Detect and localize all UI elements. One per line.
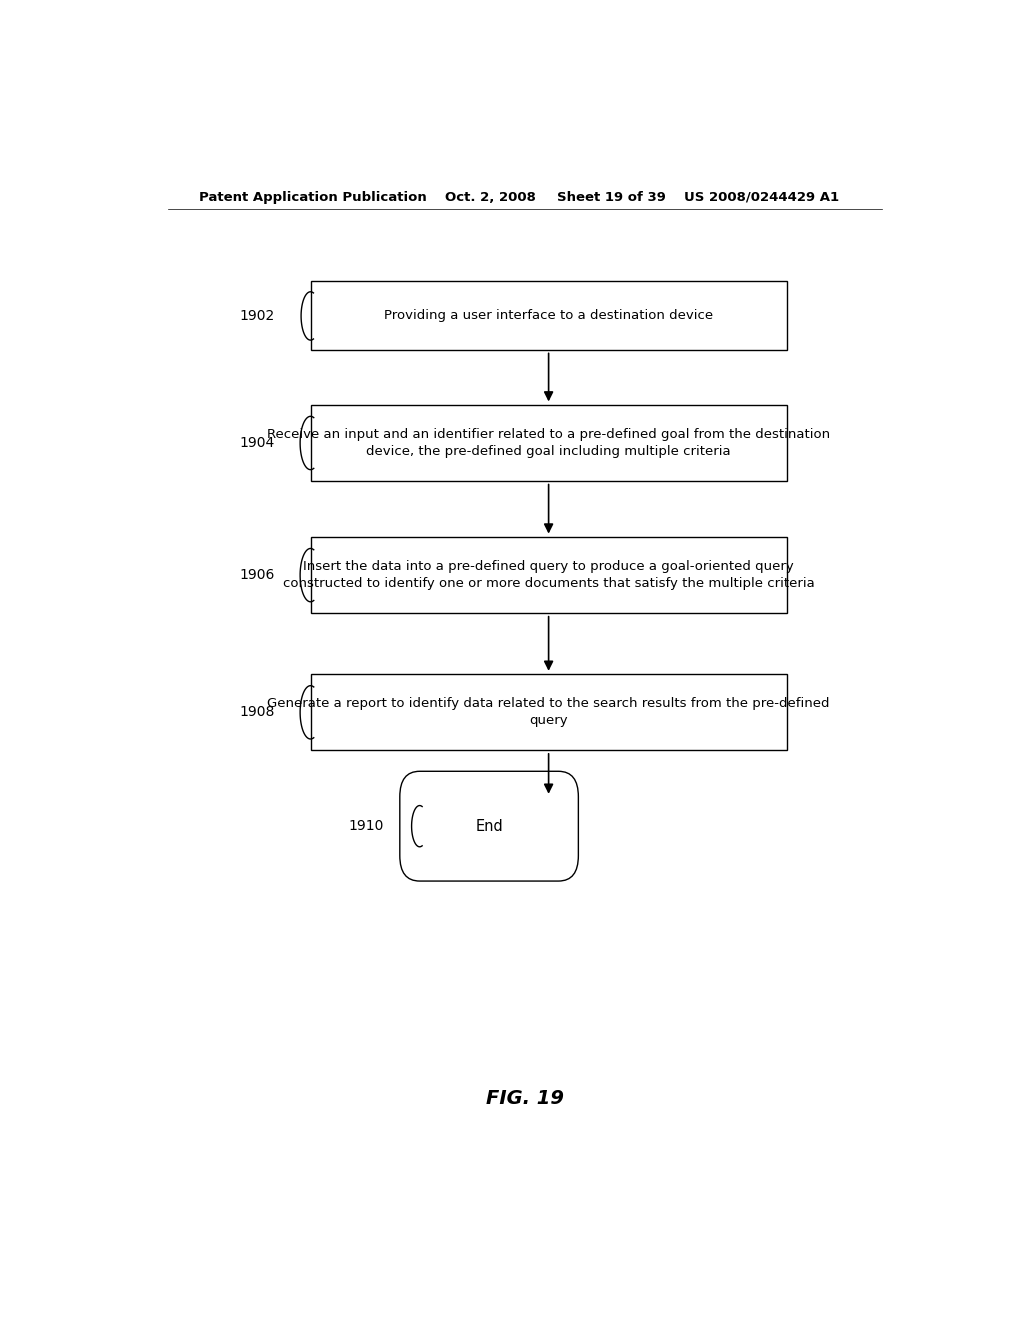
Text: End: End xyxy=(475,818,503,834)
Text: Oct. 2, 2008: Oct. 2, 2008 xyxy=(445,190,537,203)
Text: 1904: 1904 xyxy=(240,436,274,450)
Text: 1902: 1902 xyxy=(240,309,274,323)
FancyBboxPatch shape xyxy=(399,771,579,880)
Text: 1906: 1906 xyxy=(240,568,274,582)
Text: Patent Application Publication: Patent Application Publication xyxy=(200,190,427,203)
Text: Providing a user interface to a destination device: Providing a user interface to a destinat… xyxy=(384,309,713,322)
Text: US 2008/0244429 A1: US 2008/0244429 A1 xyxy=(684,190,839,203)
FancyBboxPatch shape xyxy=(310,281,786,351)
FancyBboxPatch shape xyxy=(310,675,786,751)
Text: FIG. 19: FIG. 19 xyxy=(485,1089,564,1107)
FancyBboxPatch shape xyxy=(310,537,786,614)
Text: Sheet 19 of 39: Sheet 19 of 39 xyxy=(557,190,666,203)
Text: Receive an input and an identifier related to a pre-defined goal from the destin: Receive an input and an identifier relat… xyxy=(267,428,830,458)
FancyBboxPatch shape xyxy=(310,405,786,480)
Text: 1910: 1910 xyxy=(348,820,384,833)
Text: 1908: 1908 xyxy=(240,705,274,719)
Text: Insert the data into a pre-defined query to produce a goal-oriented query
constr: Insert the data into a pre-defined query… xyxy=(283,560,814,590)
Text: Generate a report to identify data related to the search results from the pre-de: Generate a report to identify data relat… xyxy=(267,697,829,727)
